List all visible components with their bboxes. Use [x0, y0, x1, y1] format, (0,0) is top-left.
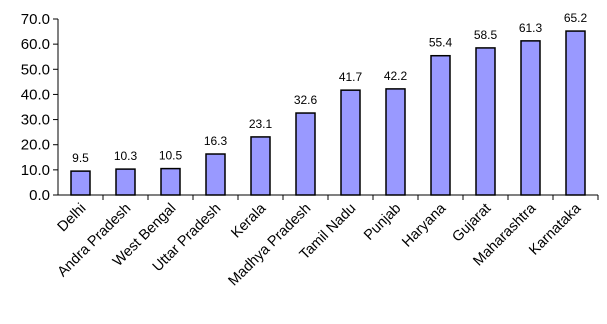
data-label: 32.6 — [294, 93, 318, 107]
category-label: Punjab — [361, 201, 404, 244]
data-label: 10.3 — [114, 149, 138, 163]
bar — [250, 136, 271, 196]
category-label: Gujarat — [449, 201, 494, 246]
category-label: Delhi — [55, 201, 90, 236]
category-label: Madhya Pradesh — [225, 201, 314, 290]
y-tick-label: 70.0 — [21, 11, 50, 28]
bar — [160, 167, 181, 196]
bar — [475, 47, 496, 196]
bars — [70, 30, 586, 196]
bar — [340, 89, 361, 196]
bar — [430, 54, 451, 196]
data-label: 65.2 — [564, 11, 588, 25]
category-label: Haryana — [399, 200, 450, 251]
bar — [295, 112, 316, 196]
data-label: 55.4 — [429, 36, 453, 50]
bar — [70, 170, 91, 196]
y-tick-label: 0.0 — [29, 187, 50, 204]
y-tick-label: 40.0 — [21, 86, 50, 103]
data-label: 9.5 — [72, 151, 89, 165]
bar — [385, 88, 406, 196]
data-label: 41.7 — [339, 70, 363, 84]
data-label: 58.5 — [474, 28, 498, 42]
category-label: Kerala — [228, 200, 270, 242]
data-label: 61.3 — [519, 21, 543, 35]
data-label: 42.2 — [384, 69, 408, 83]
bar — [115, 168, 136, 196]
data-label: 23.1 — [249, 117, 273, 131]
y-tick-label: 60.0 — [21, 36, 50, 53]
y-tick-label: 50.0 — [21, 61, 50, 78]
y-tick-label: 30.0 — [21, 112, 50, 129]
axes — [53, 18, 599, 200]
y-tick-label: 20.0 — [21, 137, 50, 154]
data-label: 16.3 — [204, 134, 228, 148]
bar — [565, 30, 586, 196]
y-tick-label: 10.0 — [21, 162, 50, 179]
data-label: 10.5 — [159, 149, 183, 163]
bar — [520, 40, 541, 196]
bar — [205, 153, 226, 196]
